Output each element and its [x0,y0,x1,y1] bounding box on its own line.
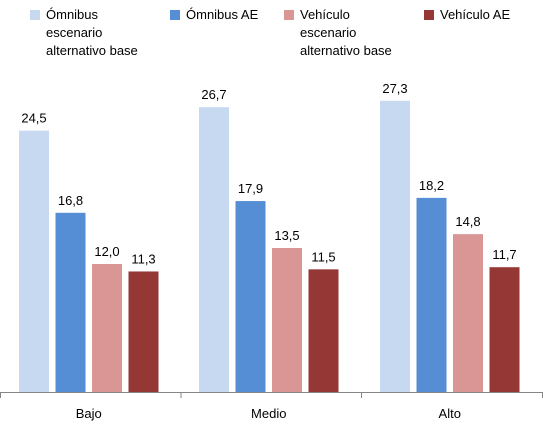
data-label: 12,0 [94,244,119,259]
legend-label: Vehículo AE [440,7,511,22]
data-label: 26,7 [201,87,226,102]
x-tick-label-bajo: Bajo [76,406,102,421]
x-tick-label-medio: Medio [251,406,286,421]
bar-alto-2 [453,234,483,392]
bar-bajo-3 [128,271,159,392]
data-label: 16,8 [58,193,83,208]
chart-legend: Ómnibus escenario alternativo base Ómnib… [0,0,543,70]
bar-alto-1 [416,197,447,392]
bar-medio-1 [235,201,266,392]
legend-item-omnibus-ae: Ómnibus AE [170,6,258,24]
legend-swatch [30,10,40,20]
legend-swatch [424,10,434,20]
legend-item-omnibus-base: Ómnibus escenario alternativo base [30,6,138,60]
bar-bajo-1 [55,212,86,392]
data-label: 11,5 [311,249,335,264]
data-label: 13,5 [274,228,299,243]
data-label: 14,8 [455,214,480,229]
data-label: 17,9 [238,181,263,196]
bar-bajo-0 [19,130,49,392]
data-label: 18,2 [419,178,444,193]
legend-label: Ómnibus escenario alternativo base [46,7,138,58]
legend-label: Vehículo escenario alternativo base [300,7,392,58]
data-label: 11,3 [131,251,155,266]
bar-alto-3 [489,267,520,392]
bar-medio-3 [308,269,339,392]
legend-swatch [284,10,294,20]
legend-label: Ómnibus AE [186,7,259,22]
legend-swatch [170,10,180,20]
bar-medio-0 [199,107,229,392]
bar-alto-0 [380,100,410,393]
bar-bajo-2 [92,264,122,392]
data-label: 27,3 [382,81,407,96]
data-label: 11,7 [492,247,516,262]
legend-item-vehiculo-ae: Vehículo AE [424,6,510,24]
x-tick-label-alto: Alto [439,406,461,421]
legend-item-vehiculo-base: Vehículo escenario alternativo base [284,6,392,60]
data-label: 24,5 [21,111,46,126]
bar-medio-2 [272,248,302,392]
